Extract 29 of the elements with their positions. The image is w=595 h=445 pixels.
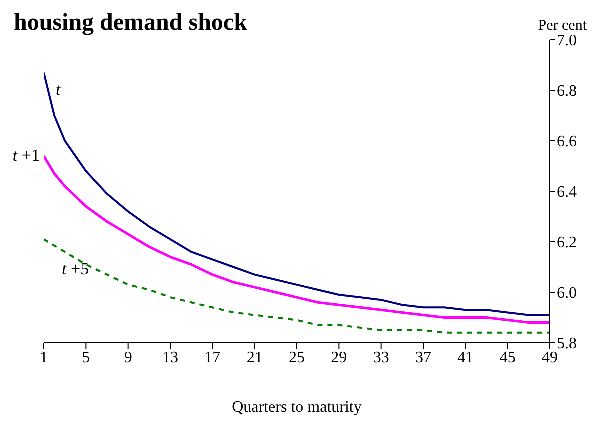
annotation: t: [56, 80, 62, 99]
y-tick-label: 6.2: [557, 234, 577, 252]
x-tick-label: 17: [204, 349, 221, 366]
y-tick-label: 6.6: [557, 134, 577, 151]
chart-title: housing demand shock: [14, 10, 248, 36]
x-tick-label: 41: [458, 349, 474, 366]
x-tick-label: 29: [331, 349, 348, 366]
annotation: t +5: [62, 259, 90, 278]
y-axis-title: Per cent: [538, 18, 588, 34]
x-tick-label: 45: [500, 349, 516, 366]
x-tick-label: 25: [289, 349, 305, 366]
y-tick-label: 7.0: [557, 32, 577, 50]
y-tick-label: 6.8: [557, 83, 577, 100]
line-series: [44, 154, 550, 324]
x-tick-label: 1: [40, 349, 48, 366]
x-tick-label: 5: [82, 349, 90, 366]
text: t +1: [12, 146, 40, 166]
x-tick-label: 9: [124, 349, 132, 366]
x-tick-label: 13: [162, 349, 178, 366]
y-tick-label: 6.4: [557, 184, 577, 202]
line-series: [44, 238, 550, 334]
x-tick-label: 37: [416, 349, 432, 366]
x-tick-label: 21: [246, 349, 263, 366]
y-tick-label: 6.0: [557, 285, 577, 302]
x-axis-title: Quarters to maturity: [232, 399, 362, 416]
x-tick-label: 33: [373, 349, 390, 366]
y-tick-label: 5.8: [557, 336, 577, 353]
line-series: [44, 72, 550, 316]
x-tick-label: 49: [542, 349, 558, 366]
